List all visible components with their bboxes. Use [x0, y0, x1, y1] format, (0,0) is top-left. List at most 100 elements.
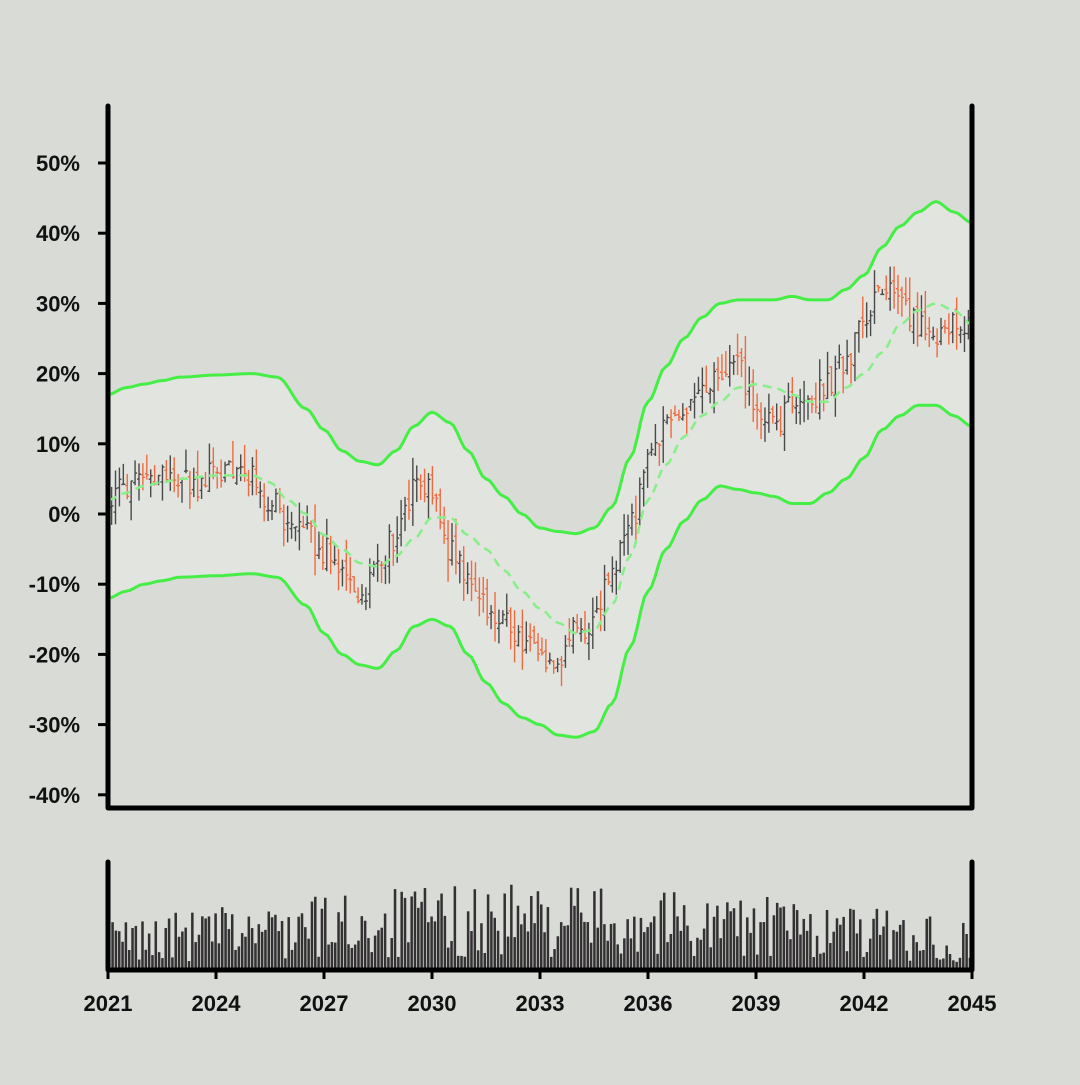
candle [363, 587, 368, 611]
candle [735, 333, 740, 376]
candle [872, 270, 877, 325]
candle [579, 617, 584, 642]
candle [446, 520, 451, 582]
candle [845, 339, 850, 375]
candle [461, 546, 466, 601]
volume-bar [247, 916, 251, 970]
volume-bar [855, 933, 859, 970]
candle [133, 460, 138, 486]
volume-bar [443, 915, 447, 970]
volume-bar [756, 954, 759, 970]
volume-bar [453, 886, 457, 970]
volume-bar [230, 914, 234, 970]
volume-bar [586, 922, 590, 970]
candle [813, 382, 818, 414]
volume-bar [762, 922, 766, 970]
candle [367, 558, 372, 609]
volume-bar [240, 933, 244, 970]
candle [434, 493, 439, 512]
candle [684, 407, 689, 434]
candle [661, 406, 666, 463]
volume-bar [111, 922, 114, 970]
volume-bar [549, 956, 553, 970]
volume-bar [832, 931, 835, 970]
volume-bar [201, 916, 204, 970]
candle [489, 605, 494, 630]
volume-bar [739, 900, 742, 970]
candle [352, 575, 357, 593]
volume-bar [619, 953, 623, 970]
volume-bar [410, 896, 413, 970]
candle [626, 514, 631, 555]
volume-bar [672, 892, 676, 970]
candle [571, 617, 576, 654]
volume-bar [516, 905, 520, 970]
volume-bar [420, 901, 423, 970]
candle [837, 344, 842, 369]
volume-bar [536, 891, 540, 970]
volume-bar [928, 916, 932, 970]
volume-bar [353, 944, 357, 970]
candle [289, 511, 294, 539]
candle [496, 609, 501, 644]
volume-bar [679, 930, 683, 970]
candle [669, 409, 674, 439]
candle [563, 635, 568, 668]
volume-bar [676, 916, 679, 970]
bollinger-band-fill [108, 201, 972, 738]
volume-bar [127, 950, 131, 970]
volume-bar [958, 957, 962, 970]
volume-bar [722, 919, 726, 970]
volume-bar [935, 957, 938, 970]
volume-bar [569, 887, 573, 970]
volume-bar [639, 917, 643, 970]
volume-bar [583, 921, 586, 970]
volume-bar [662, 892, 666, 970]
volume-bar [367, 938, 370, 970]
candle [281, 504, 286, 547]
candle [258, 481, 263, 509]
y-tick-label: 20% [36, 362, 80, 387]
candle [524, 621, 529, 654]
volume-bar [370, 952, 374, 970]
candle [759, 402, 764, 440]
bollinger-upper-line [107, 200, 973, 536]
candle [606, 572, 611, 586]
volume-bar [633, 916, 636, 970]
volume-bar [902, 920, 905, 970]
candle [610, 556, 615, 593]
volume-bar [915, 942, 919, 970]
bollinger-lines-layer [107, 200, 973, 739]
candle [692, 382, 697, 419]
volume-bar [805, 930, 809, 970]
volume-bar [649, 922, 653, 970]
volume-bar [380, 927, 384, 970]
volume-bar [456, 955, 460, 970]
candle [406, 479, 411, 520]
volume-bar [270, 917, 274, 970]
volume-bar [795, 910, 799, 970]
volume-bar [543, 932, 546, 970]
bollinger-band-fill-layer [108, 201, 972, 738]
candle [328, 535, 333, 575]
volume-bar [211, 941, 214, 970]
volume-bar [792, 904, 796, 970]
candle [590, 597, 595, 649]
volume-bar [686, 925, 689, 970]
candle [665, 414, 670, 425]
candle [332, 543, 337, 566]
volume-bar [888, 959, 892, 970]
volume-bar [363, 920, 367, 970]
candle [477, 577, 482, 617]
x-tick-label: 2024 [192, 991, 242, 1016]
candle [567, 618, 572, 647]
candle [465, 562, 470, 595]
candle [958, 326, 963, 344]
volume-bar [470, 931, 473, 970]
volume-bar [576, 888, 580, 970]
candle [340, 559, 345, 587]
candle [199, 477, 204, 499]
candle [183, 449, 188, 474]
volume-bar [506, 936, 510, 970]
volume-bar [599, 888, 603, 970]
